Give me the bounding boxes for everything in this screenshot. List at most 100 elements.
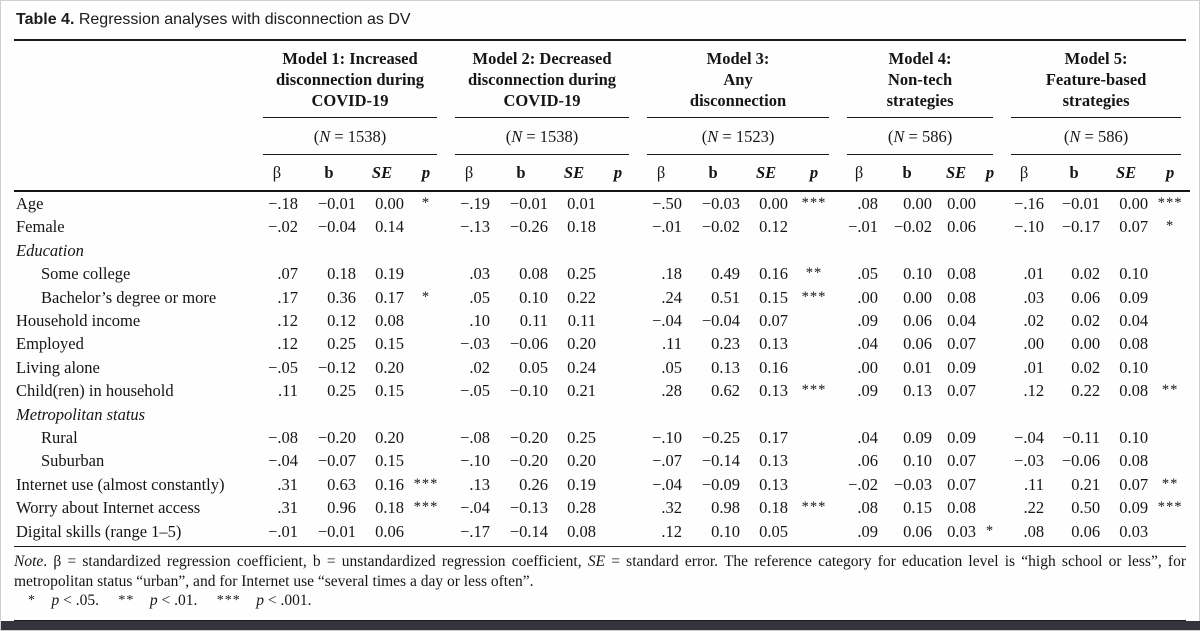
value-cell: 0.07: [1119, 217, 1149, 237]
table-note: Note. β = standardized regression coeffi…: [14, 552, 1186, 591]
note-text: = standard error. The reference category…: [14, 553, 1186, 590]
value-cell: .10: [469, 311, 491, 331]
empty-cell: [492, 403, 550, 426]
value-cell: .05: [469, 287, 491, 307]
sample-size-row: (N = 1538) (N = 1538) (N = 1523) (N = 586)(…: [14, 118, 1190, 155]
model-5-n: (N = 586): [1011, 118, 1182, 155]
empty-cell: [1046, 239, 1102, 262]
value-cell: 0.18: [375, 498, 404, 518]
value-cell: −.02: [268, 217, 298, 237]
empty-cell: [1150, 403, 1190, 426]
value-cell: −0.11: [1062, 428, 1101, 448]
value-cell: 0.09: [947, 428, 977, 448]
value-cell: −.04: [652, 311, 683, 331]
value-cell: 0.07: [947, 474, 977, 494]
model-2-title: Model 2: Decreased disconnection during …: [455, 41, 630, 118]
value-cell: 0.18: [567, 217, 597, 237]
value-cell: .09: [857, 521, 879, 541]
model-2-n-cell: (N = 1538): [446, 118, 638, 155]
model-1-header: Model 1: Increased disconnection during …: [254, 41, 446, 118]
value-cell: .11: [662, 334, 683, 354]
value-cell: −0.10: [509, 381, 549, 401]
value-cell: 0.03: [947, 521, 977, 541]
value-cell: .08: [857, 194, 879, 213]
sig-cell: [406, 379, 446, 402]
sig-text: **: [118, 593, 135, 609]
sig-cell: [598, 473, 638, 496]
significance-note: * p < .05. ** p < .01. *** p < .001.: [14, 591, 1186, 611]
model-5-header: Model 5: Feature-based strategies: [1002, 41, 1190, 118]
value-cell: −.01: [848, 217, 879, 237]
col-header-b-m4: b: [880, 155, 935, 192]
n-italic: N: [319, 127, 331, 146]
table-row: Worry about Internet access .31 0.96 0.18 **…: [14, 496, 1190, 519]
value-cell: 0.04: [1119, 311, 1149, 331]
value-cell: 0.10: [903, 264, 933, 284]
table-number: Table 4.: [16, 11, 75, 28]
value-cell: 0.06: [947, 217, 977, 237]
model-1-n-cell: (N = 1538): [254, 118, 446, 155]
empty-cell: [838, 403, 880, 426]
value-cell: −0.14: [509, 521, 549, 541]
model-3-header: Model 3: Any disconnection: [638, 41, 838, 118]
sig-cell: [790, 309, 838, 332]
value-cell: −0.09: [701, 474, 741, 494]
value-cell: −.08: [268, 428, 298, 448]
value-cell: 0.06: [375, 521, 404, 541]
empty-cell: [934, 239, 978, 262]
value-cell: 0.00: [1119, 194, 1149, 213]
col-header-b-m3: b: [684, 155, 743, 192]
value-cell: .24: [661, 287, 683, 307]
empty-cell: [550, 403, 598, 426]
value-cell: 0.25: [327, 334, 356, 354]
value-cell: 0.12: [327, 311, 356, 331]
corner-cell: [14, 118, 254, 155]
sig-text: < .001.: [264, 592, 312, 610]
value-cell: 0.11: [519, 311, 549, 331]
regression-table: Model 1: Increased disconnection during …: [14, 41, 1191, 543]
row-label: Some college: [41, 264, 131, 284]
model-4-n-cell: (N = 586): [838, 118, 1002, 155]
col-header-β-m2: β: [446, 155, 493, 192]
sig-text: ***: [216, 593, 241, 609]
value-cell: 0.04: [947, 311, 977, 331]
value-cell: 0.20: [567, 334, 597, 354]
sig-cell: [978, 332, 1002, 355]
empty-cell: [838, 239, 880, 262]
empty-cell: [790, 403, 838, 426]
value-cell: −.16: [1014, 194, 1045, 213]
sig-cell: [978, 191, 1002, 215]
value-cell: 0.10: [1119, 264, 1149, 284]
value-cell: .05: [661, 357, 683, 377]
value-cell: 0.10: [519, 287, 549, 307]
value-cell: −.19: [460, 194, 491, 213]
empty-cell: [684, 239, 742, 262]
row-label: Metropolitan status: [16, 404, 146, 424]
model-2-n: (N = 1538): [455, 118, 630, 155]
model-4-title: Model 4: Non-tech strategies: [847, 41, 994, 118]
value-cell: −.18: [268, 194, 298, 213]
value-cell: −0.03: [701, 194, 741, 213]
sig-cell: [978, 496, 1002, 519]
value-cell: 0.19: [567, 474, 597, 494]
col-header-SE-m2: SE: [550, 155, 599, 192]
value-cell: 0.09: [903, 428, 933, 448]
value-cell: 0.09: [947, 357, 977, 377]
table-title: Table 4. Regression analyses with discon…: [16, 11, 1186, 29]
sig-cell: ***: [801, 382, 827, 399]
value-cell: 0.21: [1071, 474, 1101, 494]
empty-cell: [406, 403, 446, 426]
value-cell: 0.00: [903, 287, 933, 307]
model-3-title: Model 3: Any disconnection: [647, 41, 830, 118]
sig-italic: p: [256, 592, 264, 610]
value-cell: 0.51: [711, 287, 741, 307]
value-cell: 0.06: [903, 334, 933, 354]
table-header: Model 1: Increased disconnection during …: [14, 41, 1191, 192]
value-cell: −.01: [268, 521, 298, 541]
value-cell: 0.09: [1119, 498, 1149, 518]
empty-cell: [598, 239, 638, 262]
value-cell: .08: [1023, 521, 1045, 541]
model-1-n: (N = 1538): [263, 118, 438, 155]
value-cell: −.04: [268, 451, 298, 471]
sig-italic: p: [149, 592, 158, 610]
